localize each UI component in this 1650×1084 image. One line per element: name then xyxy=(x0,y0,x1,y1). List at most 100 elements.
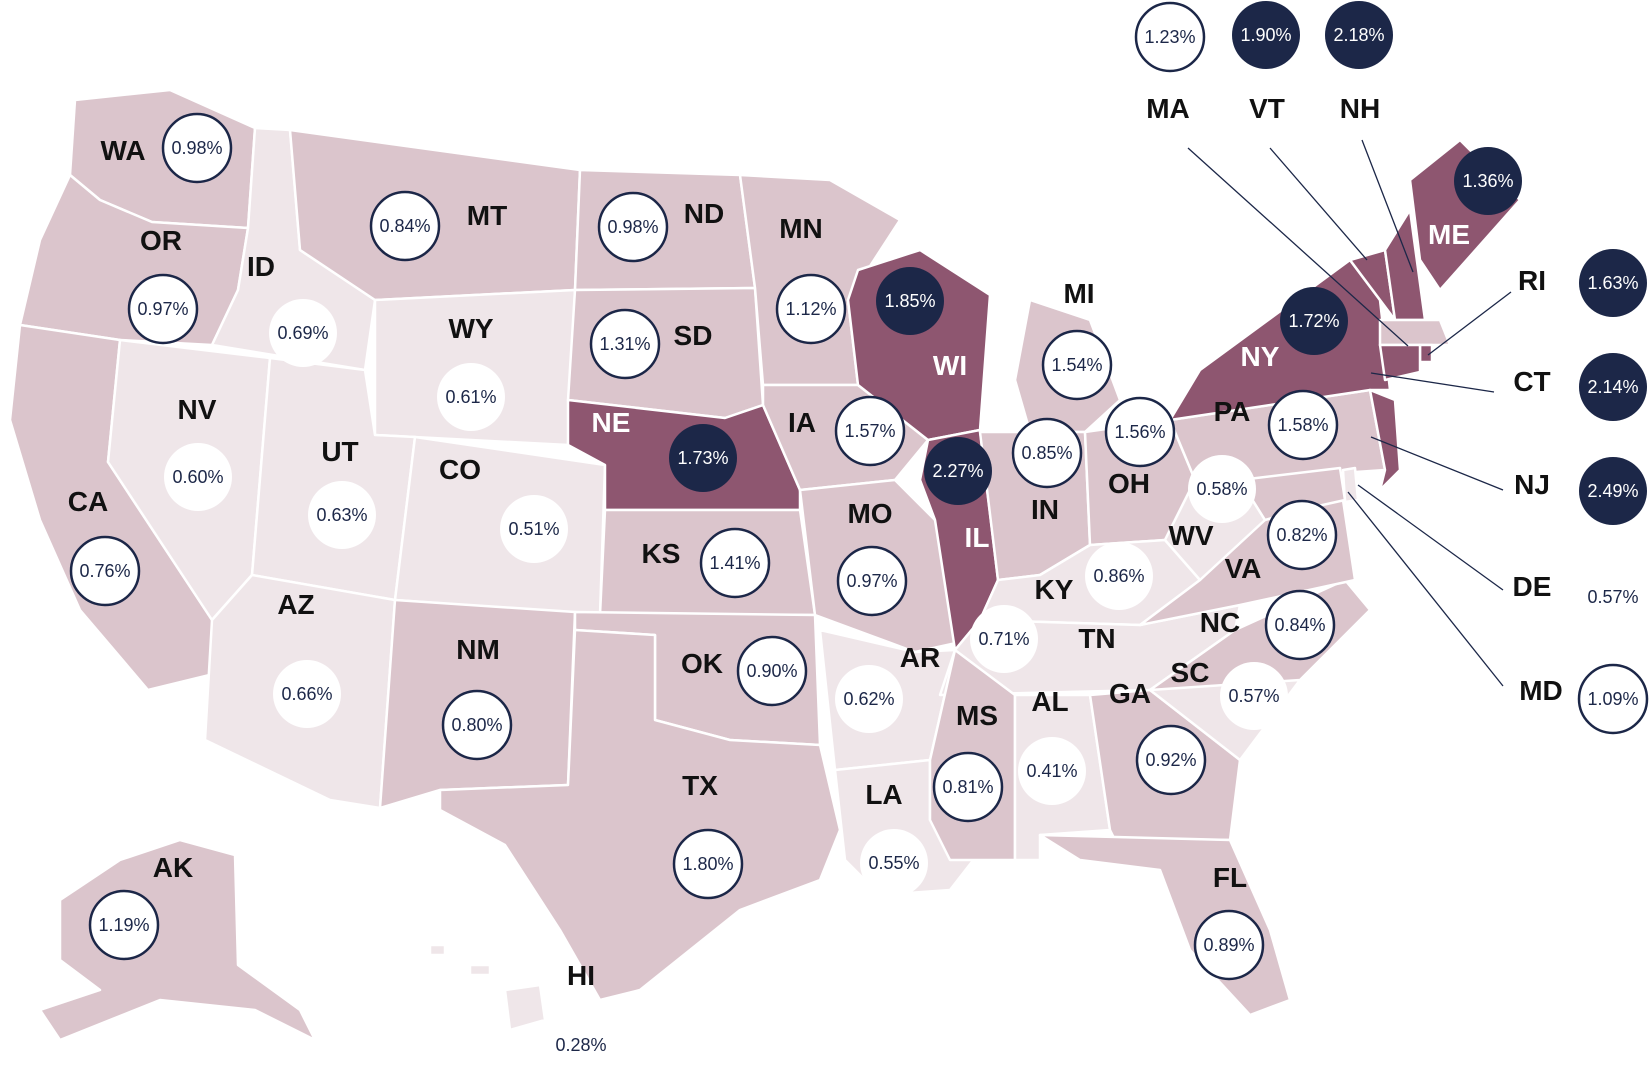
value-label-nc: 0.84% xyxy=(1274,615,1325,635)
state-label-wy: WY xyxy=(448,313,493,344)
state-shape-nj xyxy=(1368,388,1402,492)
state-label-al: AL xyxy=(1031,686,1068,717)
value-label-wi: 1.85% xyxy=(884,291,935,311)
value-bubble-ma xyxy=(1134,1,1206,73)
state-label-ak: AK xyxy=(153,852,193,883)
value-bubble-wy xyxy=(437,363,505,431)
value-bubble-va xyxy=(1266,499,1338,571)
value-label-ok: 0.90% xyxy=(746,661,797,681)
value-label-md: 1.09% xyxy=(1587,689,1638,709)
value-bubble-me xyxy=(1454,147,1522,215)
state-label-mn: MN xyxy=(779,213,823,244)
value-label-va: 0.82% xyxy=(1276,525,1327,545)
value-bubble-ak xyxy=(88,889,160,961)
value-bubble-nh xyxy=(1325,1,1393,69)
value-bubble-al xyxy=(1018,737,1086,805)
value-bubble-az xyxy=(273,660,341,728)
state-label-ny: NY xyxy=(1241,341,1280,372)
state-label-nd: ND xyxy=(684,198,724,229)
value-bubble-il xyxy=(924,437,992,505)
value-label-in: 0.85% xyxy=(1021,443,1072,463)
value-bubble-id xyxy=(269,299,337,367)
state-label-ar: AR xyxy=(900,642,940,673)
state-label-wi: WI xyxy=(933,350,967,381)
value-label-ks: 1.41% xyxy=(709,553,760,573)
state-label-ky: KY xyxy=(1035,574,1074,605)
value-bubble-wi xyxy=(876,267,944,335)
value-label-nm: 0.80% xyxy=(451,715,502,735)
value-label-ca: 0.76% xyxy=(79,561,130,581)
value-bubble-oh xyxy=(1104,396,1176,468)
value-label-wy: 0.61% xyxy=(445,387,496,407)
value-bubble-ri xyxy=(1579,249,1647,317)
state-labels: WA OR CA ID NV MT WY UT AZ CO NM ND SD NE KS OK TX MN IA MO… xyxy=(68,93,1563,991)
state-label-wa: WA xyxy=(100,135,145,166)
state-shape-md xyxy=(1238,466,1347,522)
value-bubble-wa xyxy=(161,112,233,184)
state-label-mt: MT xyxy=(467,200,507,231)
value-bubble-co xyxy=(500,495,568,563)
value-label-mn: 1.12% xyxy=(785,299,836,319)
value-bubble-ga xyxy=(1135,724,1207,796)
value-label-ia: 1.57% xyxy=(844,421,895,441)
state-label-or: OR xyxy=(140,225,182,256)
value-label-pa: 1.58% xyxy=(1277,415,1328,435)
value-bubble-ne xyxy=(669,424,737,492)
value-bubble-mt xyxy=(369,190,441,262)
value-bubble-in xyxy=(1011,417,1083,489)
value-label-ak: 1.19% xyxy=(98,915,149,935)
state-label-la: LA xyxy=(865,779,902,810)
value-label-fl: 0.89% xyxy=(1203,935,1254,955)
value-bubbles: 0.98% 0.97% 0.76% 0.69% 0.60% 0.84% 0.61% 0.63%… xyxy=(69,1,1649,1055)
value-bubble-ok xyxy=(736,635,808,707)
value-label-ky: 0.86% xyxy=(1093,566,1144,586)
state-shape-co xyxy=(393,435,607,617)
leader-line-ma xyxy=(1187,147,1409,347)
value-label-oh: 1.56% xyxy=(1114,422,1165,442)
value-label-la: 0.55% xyxy=(868,853,919,873)
value-label-hi: 0.28% xyxy=(555,1035,606,1055)
state-label-nm: NM xyxy=(456,634,500,665)
value-bubble-nm xyxy=(441,689,513,761)
state-label-ri: RI xyxy=(1518,265,1546,296)
value-label-sc: 0.57% xyxy=(1228,686,1279,706)
state-label-me: ME xyxy=(1428,219,1470,250)
state-label-co: CO xyxy=(439,454,481,485)
value-bubble-mo xyxy=(836,545,908,617)
value-label-de: 0.57% xyxy=(1587,587,1638,607)
leader-line-nj xyxy=(1370,436,1504,491)
value-label-il: 2.27% xyxy=(932,461,983,481)
value-bubble-tn xyxy=(970,605,1038,673)
state-shape-tx xyxy=(438,628,842,1002)
state-label-sd: SD xyxy=(674,320,713,351)
value-bubble-nd xyxy=(597,191,669,263)
value-bubble-ar xyxy=(835,665,903,733)
value-label-tx: 1.80% xyxy=(682,854,733,874)
value-bubble-vt xyxy=(1232,1,1300,69)
value-bubble-or xyxy=(127,273,199,345)
value-label-id: 0.69% xyxy=(277,323,328,343)
value-label-tn: 0.71% xyxy=(978,629,1029,649)
value-label-ut: 0.63% xyxy=(316,505,367,525)
value-label-mo: 0.97% xyxy=(846,571,897,591)
state-label-in: IN xyxy=(1031,494,1059,525)
value-bubble-ia xyxy=(834,395,906,467)
value-bubble-ut xyxy=(308,481,376,549)
value-label-nv: 0.60% xyxy=(172,467,223,487)
leader-lines xyxy=(1187,139,1512,687)
value-bubble-la xyxy=(860,829,928,897)
value-label-mt: 0.84% xyxy=(379,216,430,236)
state-label-ga: GA xyxy=(1109,678,1151,709)
value-label-nd: 0.98% xyxy=(607,217,658,237)
value-label-ct: 2.14% xyxy=(1587,377,1638,397)
state-label-id: ID xyxy=(247,251,275,282)
value-label-ms: 0.81% xyxy=(942,777,993,797)
state-label-nj: NJ xyxy=(1514,469,1550,500)
value-label-ne: 1.73% xyxy=(677,448,728,468)
state-shape-hi xyxy=(428,943,547,1032)
state-label-ne: NE xyxy=(592,407,631,438)
state-label-ca: CA xyxy=(68,486,108,517)
leader-line-ct xyxy=(1370,372,1495,393)
